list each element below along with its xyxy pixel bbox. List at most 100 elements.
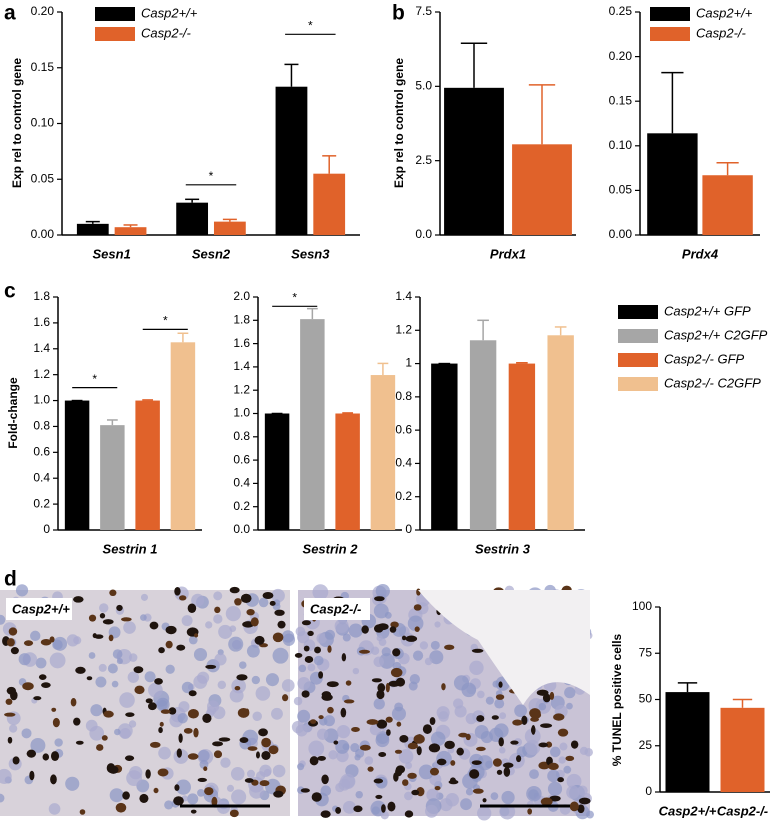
cell bbox=[119, 692, 135, 708]
error-bar bbox=[342, 412, 354, 414]
y-tick-label: 25 bbox=[639, 738, 653, 752]
cell bbox=[426, 788, 440, 802]
cell bbox=[405, 762, 413, 769]
bar bbox=[702, 175, 753, 235]
nucleus bbox=[482, 798, 487, 803]
cell bbox=[465, 713, 477, 725]
nucleus bbox=[402, 779, 409, 786]
nucleus bbox=[381, 804, 386, 813]
nucleus bbox=[320, 810, 331, 818]
legend-label: Casp2+/+ GFP bbox=[664, 303, 751, 318]
nucleus bbox=[377, 683, 386, 693]
nucleus bbox=[345, 680, 352, 686]
nucleus bbox=[498, 681, 503, 688]
image-label: Casp2-/- bbox=[310, 601, 361, 616]
nucleus bbox=[103, 710, 114, 718]
nucleus bbox=[51, 707, 57, 712]
nucleus bbox=[327, 706, 334, 714]
y-tick-label: 0.15 bbox=[31, 60, 55, 74]
y-tick-label: 0.2 bbox=[33, 496, 50, 510]
cell bbox=[319, 717, 328, 726]
cell bbox=[127, 671, 140, 683]
cell bbox=[193, 647, 208, 662]
nucleus bbox=[335, 806, 342, 814]
nucleus bbox=[205, 664, 217, 669]
nucleus bbox=[108, 634, 114, 642]
nucleus bbox=[187, 753, 199, 760]
nucleus bbox=[309, 756, 319, 766]
nucleus bbox=[521, 715, 528, 725]
cell bbox=[66, 634, 79, 647]
cell bbox=[418, 764, 434, 780]
cell bbox=[477, 806, 492, 821]
legend-label: Casp2-/- bbox=[141, 25, 192, 40]
nucleus bbox=[389, 626, 397, 633]
cell bbox=[404, 791, 413, 801]
nucleus bbox=[102, 619, 114, 625]
cell bbox=[566, 773, 582, 789]
nucleus bbox=[429, 767, 440, 776]
nucleus bbox=[549, 795, 561, 802]
error-bar bbox=[106, 419, 118, 426]
nucleus bbox=[197, 777, 207, 783]
cell bbox=[89, 725, 105, 741]
cell bbox=[547, 781, 563, 797]
nucleus bbox=[411, 789, 420, 796]
nucleus bbox=[450, 760, 456, 766]
cell bbox=[218, 624, 233, 639]
error-bar bbox=[177, 332, 189, 343]
nucleus bbox=[115, 802, 127, 813]
nucleus bbox=[272, 632, 284, 643]
cell bbox=[239, 661, 247, 669]
y-tick-label: 1.2 bbox=[233, 382, 250, 396]
y-tick-label: 0.6 bbox=[33, 445, 50, 459]
y-tick-label: 1 bbox=[405, 356, 412, 370]
cell bbox=[164, 800, 174, 810]
nucleus bbox=[471, 760, 482, 765]
nucleus bbox=[314, 646, 321, 654]
cell bbox=[391, 706, 406, 721]
cell bbox=[524, 728, 541, 745]
error-bar bbox=[554, 326, 567, 336]
nucleus bbox=[148, 702, 157, 711]
y-tick-label: 1.8 bbox=[33, 289, 50, 303]
nucleus bbox=[154, 678, 163, 685]
nucleus bbox=[145, 769, 151, 779]
cell bbox=[476, 690, 485, 699]
nucleus bbox=[75, 666, 86, 674]
y-tick-label: 1.8 bbox=[233, 312, 250, 326]
cell bbox=[181, 615, 193, 627]
nucleus bbox=[8, 627, 18, 636]
cell bbox=[99, 603, 109, 613]
y-tick-label: 0.2 bbox=[395, 489, 412, 503]
cell bbox=[220, 757, 231, 768]
x-category-label: Sestrin 2 bbox=[303, 541, 359, 556]
cell bbox=[424, 657, 433, 666]
nucleus bbox=[549, 691, 555, 700]
nucleus bbox=[577, 804, 585, 814]
legend-label: Casp2+/+ C2GFP bbox=[664, 327, 768, 342]
cell bbox=[563, 765, 572, 774]
cell bbox=[0, 614, 6, 625]
nucleus bbox=[50, 751, 60, 762]
nucleus bbox=[366, 719, 379, 725]
significance-star: * bbox=[292, 290, 297, 304]
bar bbox=[176, 202, 209, 235]
cell bbox=[54, 738, 63, 747]
cell bbox=[229, 688, 244, 703]
nucleus bbox=[174, 784, 180, 791]
y-axis-label: Exp rel to control gene bbox=[10, 58, 24, 188]
error-bar bbox=[306, 307, 318, 320]
cell bbox=[316, 633, 327, 644]
cell bbox=[558, 756, 566, 764]
x-category-label: Prdx4 bbox=[682, 246, 719, 261]
nucleus bbox=[407, 772, 417, 779]
cell bbox=[348, 623, 363, 638]
nucleus bbox=[301, 620, 311, 626]
cell bbox=[584, 747, 593, 757]
cell bbox=[490, 792, 499, 800]
x-category-label: Sestrin 1 bbox=[103, 541, 158, 556]
nucleus bbox=[413, 604, 422, 611]
cell bbox=[0, 768, 12, 785]
x-category-label: Casp2-/- bbox=[717, 803, 768, 818]
